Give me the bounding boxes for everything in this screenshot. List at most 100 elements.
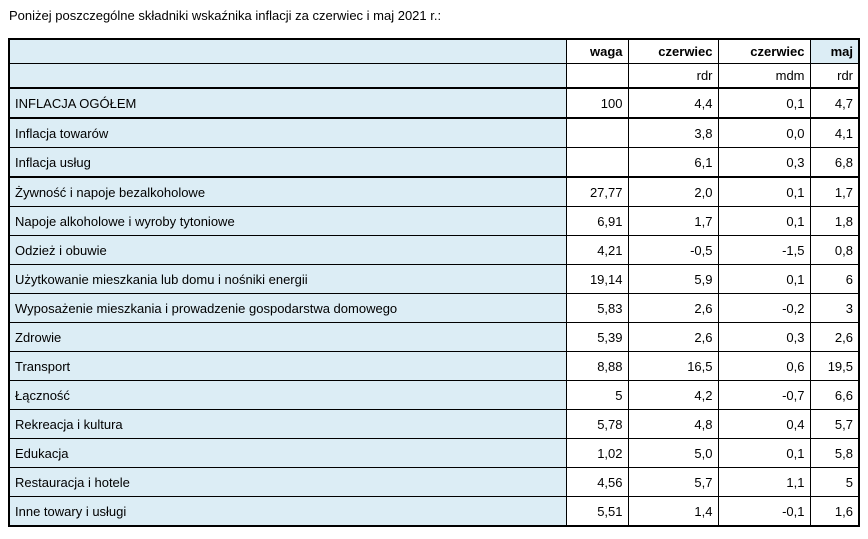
czerwiec-mdm-value: 1,1: [717, 467, 811, 497]
maj-rdr-value: 6: [809, 264, 860, 294]
czerwiec-mdm-value: -0,1: [717, 496, 811, 527]
czerwiec-rdr-value: 1,4: [627, 496, 719, 527]
header-czerwiec-mdm: czerwiec: [717, 38, 811, 64]
czerwiec-mdm-value: 0,1: [717, 264, 811, 294]
row-label: Rekreacja i kultura: [8, 409, 567, 439]
waga-value: [565, 117, 629, 148]
row-label: Inflacja towarów: [8, 117, 567, 148]
czerwiec-mdm-value: 0,1: [717, 206, 811, 236]
table-row-rekreacja: Rekreacja i kultura 5,78 4,8 0,4 5,7: [8, 409, 860, 439]
czerwiec-rdr-value: 4,2: [627, 380, 719, 410]
czerwiec-rdr-value: 6,1: [627, 147, 719, 178]
table-row-restauracja: Restauracja i hotele 4,56 5,7 1,1 5: [8, 467, 860, 497]
maj-rdr-value: 5: [809, 467, 860, 497]
czerwiec-rdr-value: 2,6: [627, 293, 719, 323]
czerwiec-rdr-value: 4,8: [627, 409, 719, 439]
row-label: Transport: [8, 351, 567, 381]
czerwiec-rdr-value: 5,0: [627, 438, 719, 468]
maj-rdr-value: 1,6: [809, 496, 860, 527]
row-label: Odzież i obuwie: [8, 235, 567, 265]
table-row-uzytkowanie-mieszkania: Użytkowanie mieszkania lub domu i nośnik…: [8, 264, 860, 294]
czerwiec-rdr-value: 3,8: [627, 117, 719, 148]
maj-rdr-value: 2,6: [809, 322, 860, 352]
maj-rdr-value: 4,1: [809, 117, 860, 148]
table-row-wyposazenie-mieszkania: Wyposażenie mieszkania i prowadzenie gos…: [8, 293, 860, 323]
header-mdm: mdm: [717, 63, 811, 89]
maj-rdr-value: 1,7: [809, 176, 860, 207]
czerwiec-rdr-value: 4,4: [627, 87, 719, 119]
row-label: Inne towary i usługi: [8, 496, 567, 527]
waga-value: 100: [565, 87, 629, 119]
table-row-odziez: Odzież i obuwie 4,21 -0,5 -1,5 0,8: [8, 235, 860, 265]
row-label: Żywność i napoje bezalkoholowe: [8, 176, 567, 207]
czerwiec-mdm-value: -1,5: [717, 235, 811, 265]
row-label: Restauracja i hotele: [8, 467, 567, 497]
maj-rdr-value: 5,7: [809, 409, 860, 439]
czerwiec-mdm-value: 0,4: [717, 409, 811, 439]
maj-rdr-value: 6,6: [809, 380, 860, 410]
czerwiec-mdm-value: 0,1: [717, 438, 811, 468]
czerwiec-mdm-value: -0,2: [717, 293, 811, 323]
maj-rdr-value: 0,8: [809, 235, 860, 265]
table-row-napoje-alkoholowe: Napoje alkoholowe i wyroby tytoniowe 6,9…: [8, 206, 860, 236]
waga-value: 5: [565, 380, 629, 410]
waga-value: 8,88: [565, 351, 629, 381]
row-label: Napoje alkoholowe i wyroby tytoniowe: [8, 206, 567, 236]
maj-rdr-value: 6,8: [809, 147, 860, 178]
czerwiec-mdm-value: 0,1: [717, 176, 811, 207]
table-row-inne-towary: Inne towary i usługi 5,51 1,4 -0,1 1,6: [8, 496, 860, 527]
czerwiec-rdr-value: 16,5: [627, 351, 719, 381]
header-waga-sub: [565, 63, 629, 89]
row-label: Łączność: [8, 380, 567, 410]
row-label: Inflacja usług: [8, 147, 567, 178]
row-label: Zdrowie: [8, 322, 567, 352]
header-label-cell: [8, 38, 567, 64]
header-label-cell-2: [8, 63, 567, 89]
maj-rdr-value: 3: [809, 293, 860, 323]
table-row-inflacja-towarow: Inflacja towarów 3,8 0,0 4,1: [8, 117, 860, 148]
table-row-zdrowie: Zdrowie 5,39 2,6 0,3 2,6: [8, 322, 860, 352]
waga-value: 5,39: [565, 322, 629, 352]
czerwiec-mdm-value: 0,0: [717, 117, 811, 148]
header-waga: waga: [565, 38, 629, 64]
row-label: Wyposażenie mieszkania i prowadzenie gos…: [8, 293, 567, 323]
czerwiec-mdm-value: 0,1: [717, 87, 811, 119]
row-label: Edukacja: [8, 438, 567, 468]
table-row-zywnosc: Żywność i napoje bezalkoholowe 27,77 2,0…: [8, 176, 860, 207]
header-row-measures: rdr mdm rdr: [8, 63, 860, 89]
row-label: Użytkowanie mieszkania lub domu i nośnik…: [8, 264, 567, 294]
maj-rdr-value: 5,8: [809, 438, 860, 468]
czerwiec-mdm-value: 0,3: [717, 147, 811, 178]
header-row-periods: waga czerwiec czerwiec maj: [8, 38, 860, 64]
waga-value: [565, 147, 629, 178]
inflation-components-table: waga czerwiec czerwiec maj rdr mdm rdr I…: [8, 38, 860, 527]
header-maj: maj: [809, 38, 860, 64]
maj-rdr-value: 4,7: [809, 87, 860, 119]
table-row-edukacja: Edukacja 1,02 5,0 0,1 5,8: [8, 438, 860, 468]
czerwiec-rdr-value: -0,5: [627, 235, 719, 265]
table-row-inflacja-uslug: Inflacja usług 6,1 0,3 6,8: [8, 147, 860, 178]
intro-text: Poniżej poszczególne składniki wskaźnika…: [9, 8, 442, 23]
waga-value: 5,51: [565, 496, 629, 527]
maj-rdr-value: 19,5: [809, 351, 860, 381]
czerwiec-mdm-value: 0,3: [717, 322, 811, 352]
czerwiec-rdr-value: 2,0: [627, 176, 719, 207]
table-row-inflacja-ogolem: INFLACJA OGÓŁEM 100 4,4 0,1 4,7: [8, 87, 860, 119]
waga-value: 1,02: [565, 438, 629, 468]
czerwiec-rdr-value: 5,7: [627, 467, 719, 497]
header-rdr-1: rdr: [627, 63, 719, 89]
waga-value: 5,78: [565, 409, 629, 439]
waga-value: 4,21: [565, 235, 629, 265]
czerwiec-mdm-value: 0,6: [717, 351, 811, 381]
czerwiec-rdr-value: 5,9: [627, 264, 719, 294]
waga-value: 19,14: [565, 264, 629, 294]
waga-value: 5,83: [565, 293, 629, 323]
header-rdr-2: rdr: [809, 63, 860, 89]
maj-rdr-value: 1,8: [809, 206, 860, 236]
czerwiec-mdm-value: -0,7: [717, 380, 811, 410]
czerwiec-rdr-value: 2,6: [627, 322, 719, 352]
table-row-lacznosc: Łączność 5 4,2 -0,7 6,6: [8, 380, 860, 410]
header-czerwiec-rdr: czerwiec: [627, 38, 719, 64]
czerwiec-rdr-value: 1,7: [627, 206, 719, 236]
